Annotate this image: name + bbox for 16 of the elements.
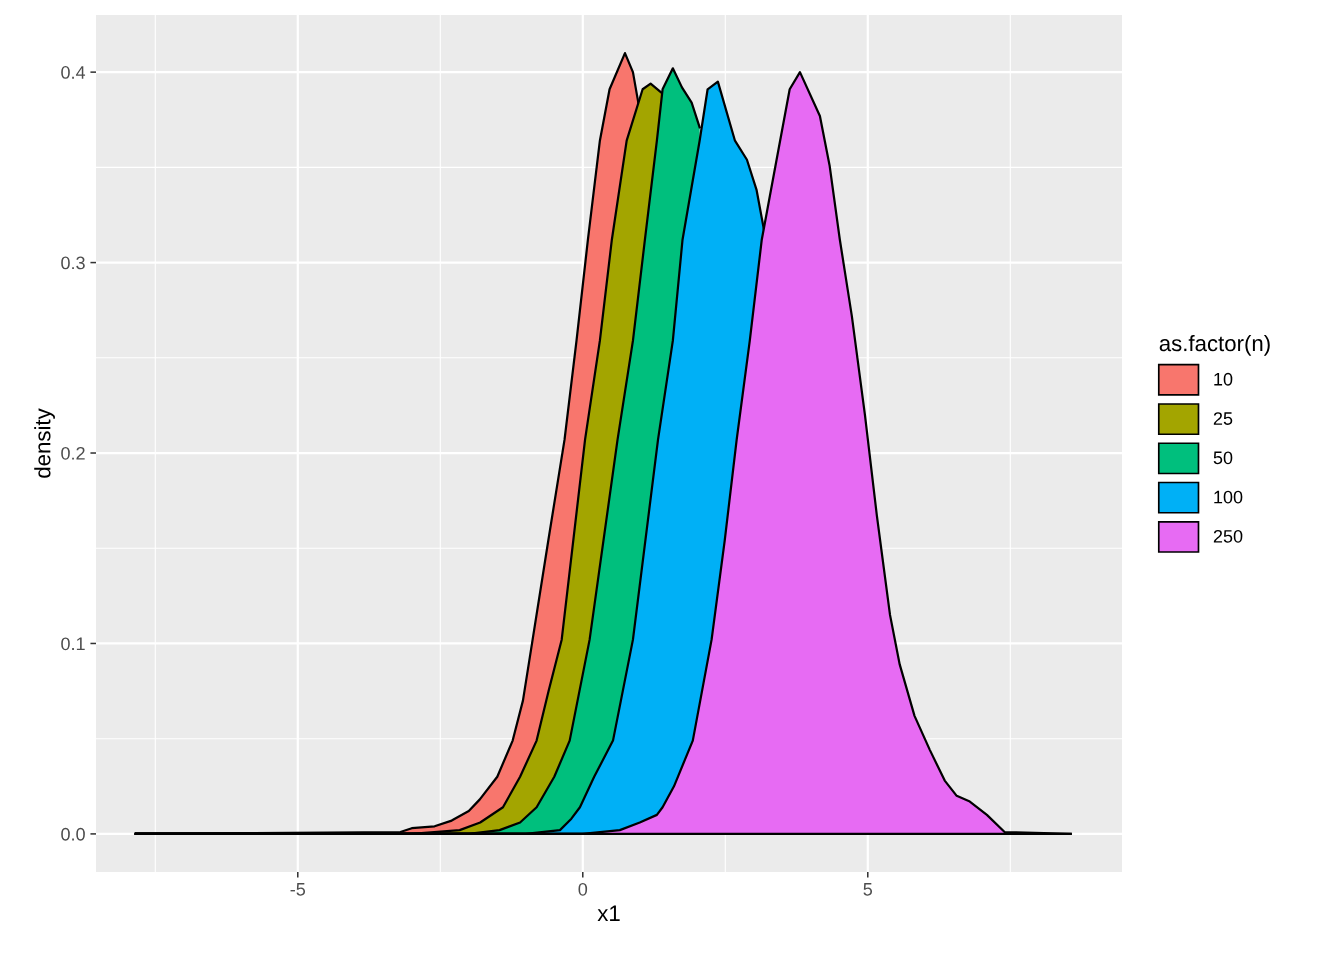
y-axis-title: density <box>34 408 55 478</box>
y-tick-label: 0.1 <box>61 637 85 651</box>
y-tick-label: 0.2 <box>61 446 85 460</box>
legend-title: as.factor(n) <box>1159 334 1270 356</box>
x-tick-label: 0 <box>578 882 588 896</box>
legend-label: 50 <box>1213 451 1233 465</box>
x-tick-label: -5 <box>290 883 306 896</box>
y-tick-label: 0.3 <box>61 256 85 270</box>
legend-label: 100 <box>1214 490 1243 504</box>
legend-label: 25 <box>1213 412 1233 425</box>
x-tick-label: 5 <box>863 883 873 896</box>
legend-label: 250 <box>1213 529 1243 543</box>
legend-label: 10 <box>1214 372 1233 386</box>
y-tick-label: 0.0 <box>61 827 85 841</box>
y-tick-label: 0.4 <box>61 66 86 79</box>
x-axis-title: x1 <box>597 905 620 921</box>
